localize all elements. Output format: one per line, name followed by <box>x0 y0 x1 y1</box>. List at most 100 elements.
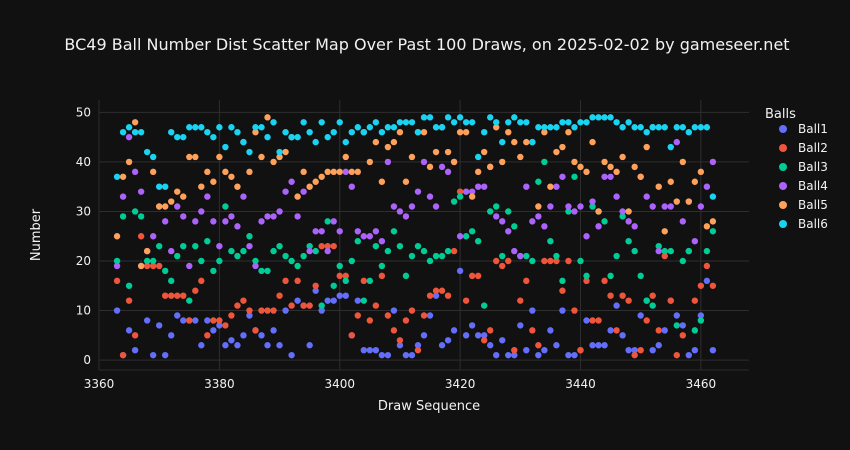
data-point[interactable] <box>276 208 283 215</box>
data-point[interactable] <box>661 247 668 255</box>
data-point[interactable] <box>180 242 187 250</box>
data-point[interactable] <box>619 213 626 220</box>
data-point[interactable] <box>480 332 488 339</box>
data-point[interactable] <box>685 351 693 359</box>
data-point[interactable] <box>113 233 121 240</box>
data-point[interactable] <box>336 292 343 299</box>
data-point[interactable] <box>643 193 650 200</box>
data-point[interactable] <box>523 346 530 354</box>
data-point[interactable] <box>246 148 253 156</box>
data-point[interactable] <box>480 302 488 309</box>
data-point[interactable] <box>487 163 494 171</box>
data-point[interactable] <box>420 129 428 136</box>
data-point[interactable] <box>511 138 518 146</box>
data-point[interactable] <box>234 252 241 260</box>
data-point[interactable] <box>577 257 584 265</box>
data-point[interactable] <box>312 178 319 185</box>
data-point[interactable] <box>505 208 512 215</box>
data-point[interactable] <box>456 188 464 195</box>
data-point[interactable] <box>667 297 674 304</box>
data-point[interactable] <box>125 158 133 166</box>
data-point[interactable] <box>571 351 578 359</box>
data-point[interactable] <box>162 351 169 359</box>
data-point[interactable] <box>174 133 181 141</box>
data-point[interactable] <box>661 228 668 235</box>
data-point[interactable] <box>306 129 313 136</box>
data-point[interactable] <box>474 153 482 161</box>
data-point[interactable] <box>342 292 349 299</box>
data-point[interactable] <box>330 297 337 304</box>
data-point[interactable] <box>450 198 458 205</box>
data-point[interactable] <box>589 203 596 210</box>
data-point[interactable] <box>607 272 614 280</box>
data-point[interactable] <box>565 119 572 126</box>
data-point[interactable] <box>673 138 680 146</box>
data-point[interactable] <box>402 178 410 185</box>
data-point[interactable] <box>149 262 157 270</box>
data-point[interactable] <box>402 351 410 359</box>
data-point[interactable] <box>487 342 494 349</box>
data-point[interactable] <box>697 124 705 131</box>
data-point[interactable] <box>300 168 307 176</box>
data-point[interactable] <box>336 272 343 280</box>
data-point[interactable] <box>216 257 223 265</box>
data-point[interactable] <box>529 138 536 146</box>
data-point[interactable] <box>378 178 386 185</box>
data-point[interactable] <box>487 208 494 215</box>
data-point[interactable] <box>137 262 145 270</box>
data-point[interactable] <box>438 163 446 171</box>
data-point[interactable] <box>679 257 686 265</box>
data-point[interactable] <box>210 133 217 141</box>
data-point[interactable] <box>631 351 638 359</box>
data-point[interactable] <box>499 138 506 146</box>
data-point[interactable] <box>270 307 277 314</box>
data-point[interactable] <box>402 119 410 126</box>
data-point[interactable] <box>444 114 452 121</box>
data-point[interactable] <box>282 148 289 156</box>
data-point[interactable] <box>324 133 331 141</box>
data-point[interactable] <box>204 332 211 339</box>
data-point[interactable] <box>673 351 680 359</box>
data-point[interactable] <box>270 158 277 166</box>
data-point[interactable] <box>354 228 361 235</box>
data-point[interactable] <box>228 312 235 319</box>
data-point[interactable] <box>511 247 518 255</box>
data-point[interactable] <box>499 158 506 166</box>
data-point[interactable] <box>312 247 319 255</box>
data-point[interactable] <box>420 312 428 319</box>
data-point[interactable] <box>607 114 614 121</box>
data-point[interactable] <box>137 213 145 220</box>
data-point[interactable] <box>402 272 410 280</box>
data-point[interactable] <box>456 129 464 136</box>
data-point[interactable] <box>408 351 416 359</box>
data-point[interactable] <box>342 277 349 285</box>
data-point[interactable] <box>119 129 127 136</box>
data-point[interactable] <box>577 346 584 354</box>
data-point[interactable] <box>438 342 446 349</box>
data-point[interactable] <box>119 193 127 200</box>
data-point[interactable] <box>396 119 404 126</box>
data-point[interactable] <box>595 208 602 215</box>
data-point[interactable] <box>186 297 193 304</box>
data-point[interactable] <box>216 153 223 161</box>
data-point[interactable] <box>186 262 193 270</box>
data-point[interactable] <box>468 228 476 235</box>
data-point[interactable] <box>709 218 717 225</box>
data-point[interactable] <box>655 242 662 250</box>
data-point[interactable] <box>113 257 121 265</box>
data-point[interactable] <box>679 322 686 329</box>
data-point[interactable] <box>143 262 151 270</box>
data-point[interactable] <box>125 327 133 334</box>
data-point[interactable] <box>414 188 422 195</box>
data-point[interactable] <box>631 124 638 131</box>
data-point[interactable] <box>336 168 343 176</box>
data-point[interactable] <box>119 173 127 180</box>
data-point[interactable] <box>553 252 560 260</box>
data-point[interactable] <box>559 143 566 151</box>
data-point[interactable] <box>276 292 283 299</box>
data-point[interactable] <box>270 247 277 255</box>
data-point[interactable] <box>372 138 380 146</box>
data-point[interactable] <box>162 183 169 190</box>
data-point[interactable] <box>192 317 199 324</box>
data-point[interactable] <box>125 124 133 131</box>
